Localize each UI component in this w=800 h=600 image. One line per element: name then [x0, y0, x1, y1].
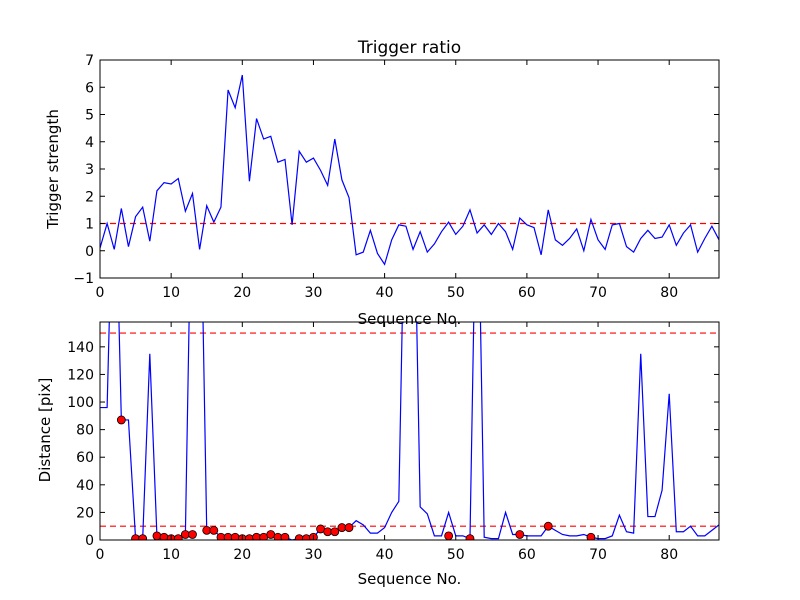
y-tick-label: 120 — [67, 367, 94, 383]
data-point — [344, 523, 354, 532]
data-point — [301, 534, 311, 540]
x-tick-label: 30 — [305, 547, 323, 563]
x-tick-label: 60 — [518, 285, 536, 301]
y-tick-label: 7 — [85, 53, 94, 69]
x-tick-label: 30 — [305, 285, 323, 301]
x-tick-label: 60 — [518, 547, 536, 563]
plot-frame — [99, 321, 720, 541]
distance-chart: Sequence No. Distance [pix] 0 10 20 30 40 50 6… — [36, 321, 720, 588]
y-tick-label: 100 — [67, 395, 94, 411]
x-tick-label: 70 — [589, 285, 607, 301]
data-point — [330, 527, 340, 537]
x-tick-label: 10 — [162, 285, 180, 301]
data-point — [152, 531, 162, 540]
y-axis-label: Distance [pix] — [36, 378, 54, 483]
y-tick-label: 60 — [76, 450, 94, 466]
x-tick-label: 80 — [660, 285, 678, 301]
y-tick-label: 40 — [76, 478, 94, 494]
data-point — [138, 534, 148, 540]
x-tick-label: 40 — [376, 547, 394, 563]
data-point — [543, 521, 553, 531]
x-tick-label: 0 — [96, 285, 105, 301]
x-tick-label: 20 — [233, 285, 251, 301]
data-point — [280, 532, 290, 540]
data-point — [465, 534, 475, 540]
y-tick-label: 6 — [85, 80, 94, 96]
x-tick-label: 10 — [162, 547, 180, 563]
y-tick-label: 5 — [85, 108, 94, 124]
data-point — [444, 531, 454, 540]
x-tick-label: 70 — [589, 547, 607, 563]
y-tick-label: 140 — [67, 340, 94, 356]
data-point — [173, 534, 183, 540]
y-tick-label: 2 — [85, 189, 94, 205]
x-tick-label: 80 — [660, 547, 678, 563]
x-tick-label: 20 — [233, 547, 251, 563]
y-tick-label: 0 — [85, 244, 94, 260]
plot-content — [100, 322, 719, 540]
y-tick-label: 3 — [85, 162, 94, 178]
data-point — [586, 532, 596, 540]
plot-area: 0 10 20 30 40 50 60 70 80 0 20 40 60 80 100 120 140 — [67, 321, 720, 563]
y-tick-label: 4 — [85, 135, 94, 151]
y-tick-label: 20 — [76, 505, 94, 521]
x-axis-label: Sequence No. — [358, 310, 462, 328]
y-tick-label: 1 — [85, 217, 94, 233]
x-tick-label: 50 — [447, 547, 465, 563]
trigger-ratio-chart: Trigger ratio Sequence No. Trigger stren… — [44, 38, 720, 328]
y-tick-label: 80 — [76, 423, 94, 439]
data-point — [209, 525, 219, 535]
x-tick-label: 0 — [96, 547, 105, 563]
x-tick-label: 40 — [376, 285, 394, 301]
data-point — [116, 415, 126, 425]
x-axis-label: Sequence No. — [358, 570, 462, 588]
series-line — [100, 74, 719, 266]
data-point — [245, 534, 254, 540]
plot-content — [100, 74, 719, 266]
series-line — [100, 322, 719, 540]
y-tick-label: −1 — [73, 271, 94, 287]
x-tick-label: 50 — [447, 285, 465, 301]
data-point — [188, 530, 197, 539]
chart-title: Trigger ratio — [357, 38, 461, 58]
y-axis-label: Trigger strength — [44, 109, 62, 230]
y-tick-label: 0 — [85, 533, 94, 549]
data-point — [515, 530, 525, 539]
